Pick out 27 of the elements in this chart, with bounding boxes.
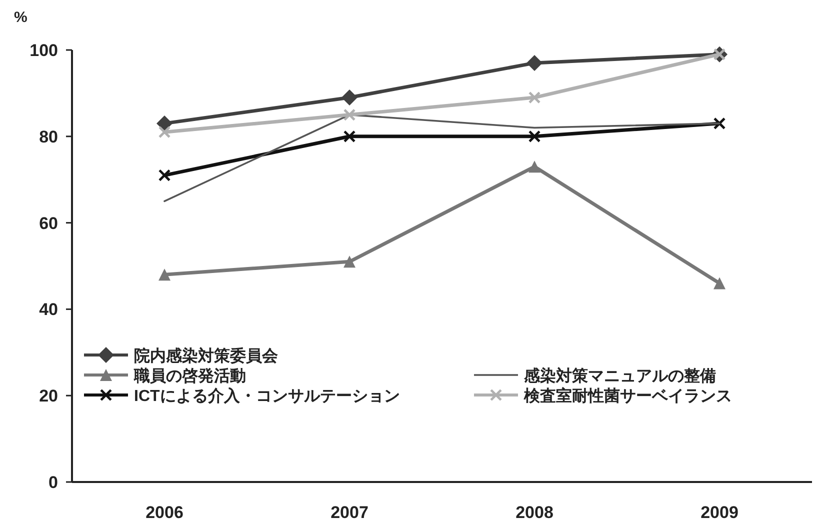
y-tick-label: 40 — [39, 300, 58, 320]
point — [714, 277, 726, 290]
point — [156, 115, 172, 132]
point — [344, 256, 356, 268]
point — [344, 130, 356, 142]
point — [342, 90, 358, 106]
y-axis-title: % — [14, 9, 28, 26]
point — [528, 160, 540, 173]
x-tick-label: 2009 — [700, 503, 738, 522]
point — [528, 130, 540, 142]
y-tick-label: 100 — [30, 41, 58, 60]
point — [158, 268, 170, 281]
legend-label: 感染対策マニュアルの整備 — [523, 366, 716, 385]
legend-label: 院内感染対策委員会 — [134, 346, 279, 365]
y-tick-label: 60 — [39, 214, 58, 233]
point — [158, 126, 170, 138]
y-tick-label: 80 — [39, 127, 58, 146]
x-tick-label: 2008 — [516, 503, 554, 522]
x-tick-label: 2006 — [146, 503, 184, 522]
point — [526, 54, 542, 71]
x-tick-label: 2007 — [330, 503, 368, 522]
y-tick-label: 20 — [39, 386, 58, 406]
legend-label: 検査室耐性菌サーベイランス — [523, 386, 732, 405]
legend-label: 職員の啓発活動 — [133, 367, 246, 385]
point — [528, 92, 540, 104]
y-tick-label: 0 — [48, 473, 58, 492]
legend-label: ICTによる介入・コンサルテーション — [134, 387, 400, 405]
